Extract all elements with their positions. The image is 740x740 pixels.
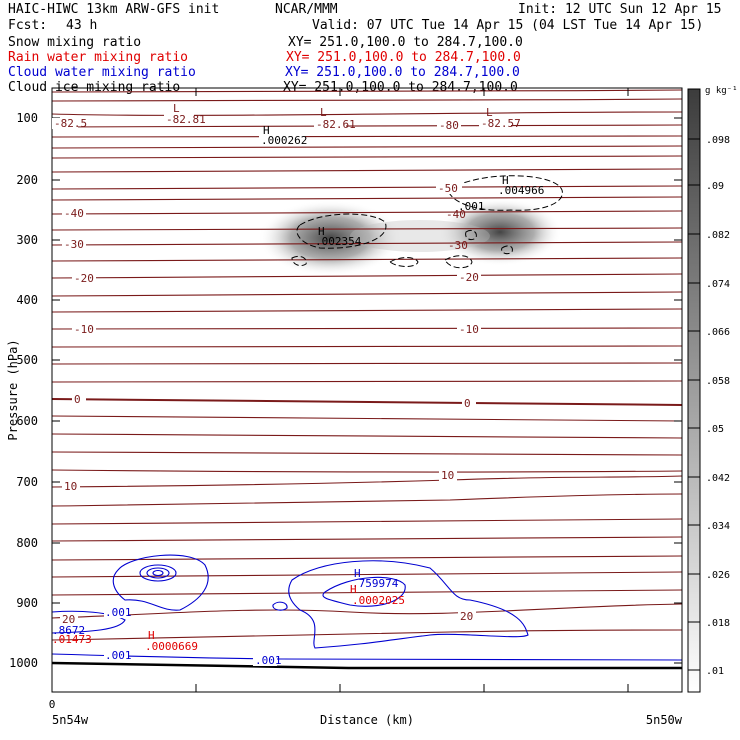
cloud-ice-contour-label: .001	[458, 200, 485, 213]
y-tick-1000: 1000	[9, 656, 38, 670]
low-marker-1: L	[173, 102, 180, 115]
field-rain-name: Rain water mixing ratio	[8, 50, 189, 65]
x-end-label: 5n50w	[646, 713, 683, 727]
high-value-cloudwater: .759974	[352, 577, 399, 590]
model-title: HAIC-HIWC 13km ARW-GFS init	[8, 2, 220, 17]
high-value-ice-2: .002354	[315, 235, 362, 248]
temp-label-m50: -50	[438, 182, 458, 195]
cloud-ice-contours	[291, 175, 563, 269]
extrema-labels: L L L H .000262 H .002354 H .004966 .001…	[52, 102, 544, 667]
x-axis-title: Distance (km)	[320, 713, 414, 727]
temp-label-m30-east: -30	[448, 239, 468, 252]
high-marker-ice-1: H	[263, 124, 270, 137]
temp-label-m40-east: -40	[446, 208, 466, 221]
temp-label-m20-east: -20	[459, 271, 479, 284]
y-tick-100: 100	[16, 111, 38, 125]
x-tick-0: 0	[49, 698, 56, 711]
temp-label-0-east: 0	[464, 397, 471, 410]
cbar-tick-8: .034	[706, 521, 730, 532]
org-label: NCAR/MMM	[275, 2, 338, 17]
cbar-tick-1: .09	[706, 181, 724, 192]
cbar-tick-11: .01	[706, 666, 724, 677]
y-tick-600: 600	[16, 414, 38, 428]
cbar-tick-6: .05	[706, 424, 724, 435]
temp-label-m80: -80	[439, 119, 459, 132]
colorbar-unit: g kg⁻¹	[705, 86, 738, 96]
temp-label-m82.57: -82.57	[481, 117, 521, 130]
ground-surface-line	[51, 661, 682, 670]
low-marker-3: L	[486, 106, 493, 119]
colorbar: g kg⁻¹ .098 .09 .082 .074 .066 .058 .05 …	[687, 86, 738, 693]
y-tick-700: 700	[16, 475, 38, 489]
cbar-tick-7: .042	[706, 473, 730, 484]
field-snow-xy: XY= 251.0,100.0 to 284.7,100.0	[288, 35, 523, 50]
cloud-water-label-3: .001	[255, 654, 282, 667]
temp-label-10-east: 10	[441, 469, 454, 482]
high-marker-rain-2: H	[148, 629, 155, 642]
field-cloudwater-xy: XY= 251.0,100.0 to 284.7,100.0	[285, 65, 520, 80]
temp-label-10-west: 10	[64, 480, 77, 493]
high-marker-cloudwater: H	[354, 567, 361, 580]
y-tick-900: 900	[16, 596, 38, 610]
x-axis-ticks	[51, 88, 629, 692]
forecast-label: Fcst:	[8, 18, 48, 33]
y-axis-title: Pressure (hPa)	[6, 339, 20, 440]
temp-label-m20-west: -20	[74, 272, 94, 285]
low-marker-2: L	[320, 106, 327, 119]
y-tick-200: 200	[16, 173, 38, 187]
cbar-tick-5: .058	[706, 376, 730, 387]
temp-label-m30-west: -30	[64, 238, 84, 251]
temp-label-20-east: 20	[460, 610, 473, 623]
cbar-tick-3: .074	[706, 279, 730, 290]
field-snow-name: Snow mixing ratio	[8, 35, 142, 50]
cbar-tick-10: .018	[706, 618, 730, 629]
cloud-water-label-2: .001	[105, 649, 132, 662]
cbar-tick-4: .066	[706, 327, 730, 338]
high-marker-rain-1: H	[350, 583, 357, 596]
shade-blob-middle	[350, 220, 490, 252]
y-tick-300: 300	[16, 233, 38, 247]
field-cloudwater-name: Cloud water mixing ratio	[8, 65, 196, 80]
high-marker-ice-3: H	[502, 174, 509, 187]
temp-label-0-west: 0	[74, 393, 81, 406]
high-value-rain-1: .0002025	[352, 594, 405, 607]
high-value-ice-1: .000262	[261, 134, 307, 147]
field-rain-xy: XY= 251.0,100.0 to 284.7,100.0	[286, 50, 521, 65]
high-value-ice-3: .004966	[498, 184, 544, 197]
temp-label-m82.5: -82.5	[54, 117, 87, 130]
plot-frame	[51, 87, 683, 693]
temp-label-m40-west: -40	[64, 207, 84, 220]
x-start-label: 5n54w	[52, 713, 89, 727]
colorbar-scale	[687, 88, 701, 693]
cbar-tick-2: .082	[706, 230, 730, 241]
y-tick-labels: 100 200 300 400 500 600 700 800 900 1000	[9, 111, 38, 670]
y-tick-500: 500	[16, 353, 38, 367]
cloud-water-contours	[51, 554, 683, 661]
temp-label-m10-west: -10	[74, 323, 94, 336]
high-value-rain-2: .0000669	[145, 640, 198, 653]
left-edge-label-2: .01473	[52, 633, 92, 646]
temperature-contours	[52, 89, 682, 641]
high-marker-ice-2: H	[318, 225, 325, 238]
temperature-labels: -82.5 -82.81 -82.61 -80 -82.57 -50 -40 -…	[52, 113, 521, 626]
temp-label-m82.61: -82.61	[316, 118, 356, 131]
y-tick-400: 400	[16, 293, 38, 307]
init-time: Init: 12 UTC Sun 12 Apr 15	[518, 2, 722, 17]
temp-label-m10-east: -10	[459, 323, 479, 336]
valid-time: Valid: 07 UTC Tue 14 Apr 15 (04 LST Tue …	[312, 18, 704, 33]
cbar-tick-0: .098	[706, 135, 730, 146]
cloud-water-label-1: .001	[105, 606, 132, 619]
shade-blob-east	[438, 198, 562, 266]
left-edge-label-1: .8672	[52, 624, 85, 637]
temp-label-20-west: 20	[62, 613, 75, 626]
temp-label-m82.81: -82.81	[166, 113, 206, 126]
forecast-hours: 43 h	[66, 18, 98, 33]
mixing-ratio-shading	[258, 198, 562, 276]
cbar-tick-9: .026	[706, 570, 730, 581]
y-tick-800: 800	[16, 536, 38, 550]
